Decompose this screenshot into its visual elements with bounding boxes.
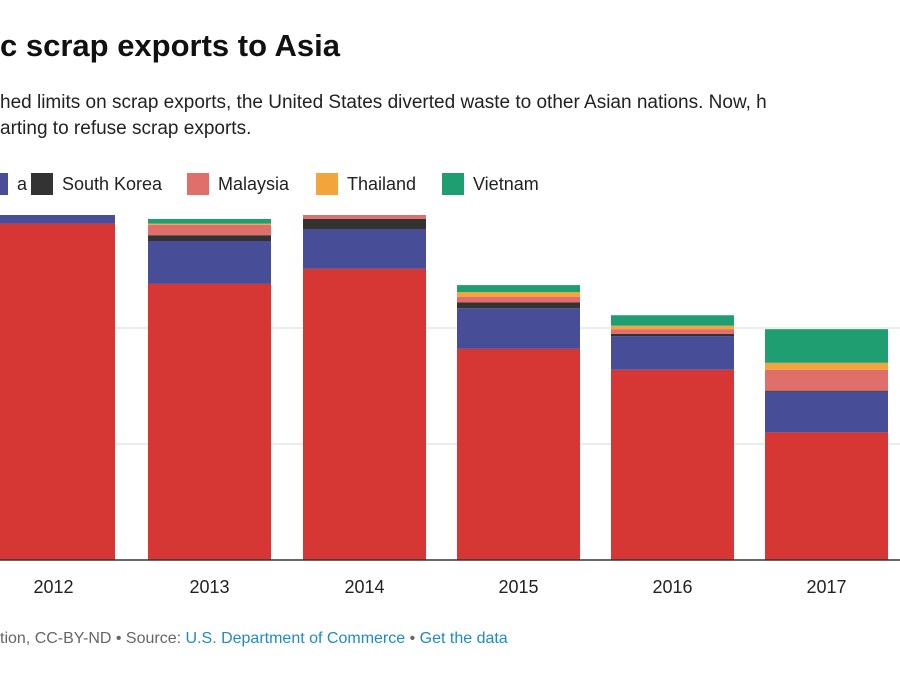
legend-swatch-south-korea	[31, 173, 53, 195]
subtitle-line-2: arting to refuse scrap exports.	[0, 118, 252, 139]
legend-label-malaysia: Malaysia	[218, 173, 290, 194]
chart-footer: tion, CC-BY-ND • Source: U.S. Department…	[0, 630, 508, 648]
footer-separator: •	[405, 630, 420, 647]
legend-item-south-korea: South Korea	[31, 173, 162, 195]
stacked-bar-chart: 2012 2013 2014 2015 2016 2017	[0, 215, 900, 597]
bar-segment-2014-2	[303, 229, 426, 269]
bar-segment-2015-3	[457, 302, 580, 309]
bar-segment-2013-2	[148, 241, 271, 284]
bar-segment-2017-1	[765, 432, 888, 560]
bar-segment-2015-5	[457, 292, 580, 297]
bar-segment-2016-3	[611, 333, 734, 337]
bar-segment-2012-2	[0, 215, 115, 224]
bar-segment-2015-4	[457, 296, 580, 303]
legend-item-thailand: Thailand	[316, 173, 416, 195]
x-tick-label-2015: 2015	[498, 577, 538, 597]
bar-segment-2016-5	[611, 325, 734, 330]
bar-segment-2013-3	[148, 235, 271, 241]
bar-segment-2015-2	[457, 308, 580, 349]
legend-swatch-malaysia	[187, 173, 209, 195]
legend-item-partial: a	[0, 173, 27, 195]
x-tick-label-2013: 2013	[189, 577, 229, 597]
x-tick-label-2014: 2014	[344, 577, 384, 597]
chart-title: c scrap exports to Asia	[0, 28, 340, 63]
x-tick-label-2017: 2017	[806, 577, 846, 597]
bar-segment-2016-1	[611, 369, 734, 560]
subtitle-line-1: hed limits on scrap exports, the United …	[0, 92, 767, 113]
bar-segment-2013-5	[148, 223, 271, 225]
chart-legend: a South Korea Malaysia Thailand Vietnam	[0, 173, 900, 199]
legend-swatch-thailand	[316, 173, 338, 195]
legend-swatch-partial	[0, 173, 8, 195]
footer-credit: tion, CC-BY-ND • Source:	[0, 630, 186, 647]
legend-swatch-vietnam	[442, 173, 464, 195]
bar-segment-2016-6	[611, 315, 734, 326]
chart-subtitle: hed limits on scrap exports, the United …	[0, 90, 900, 142]
bar-segment-2017-2	[765, 391, 888, 433]
bar-segment-2017-6	[765, 329, 888, 363]
x-tick-label-2012: 2012	[33, 577, 73, 597]
bar-segment-2014-1	[303, 268, 426, 560]
legend-label-south-korea: South Korea	[62, 173, 163, 194]
bar-segment-2017-4	[765, 369, 888, 391]
bar-segment-2017-5	[765, 362, 888, 370]
bar-segment-2013-1	[148, 283, 271, 560]
bar-segment-2013-6	[148, 218, 271, 224]
bar-segment-2013-4	[148, 224, 271, 236]
source-link[interactable]: U.S. Department of Commerce	[185, 630, 406, 647]
legend-label-partial: a	[17, 173, 28, 194]
legend-item-malaysia: Malaysia	[187, 173, 289, 195]
legend-label-vietnam: Vietnam	[473, 173, 539, 194]
bar-segment-2017-3	[765, 390, 888, 392]
bar-segment-2016-4	[611, 329, 734, 334]
bar-segment-2015-6	[457, 285, 580, 293]
x-tick-label-2016: 2016	[652, 577, 692, 597]
bar-segment-2014-4	[303, 215, 426, 219]
bar-segment-2016-2	[611, 336, 734, 370]
legend-item-vietnam: Vietnam	[442, 173, 539, 195]
get-data-link[interactable]: Get the data	[419, 630, 508, 647]
bar-segment-2012-1	[0, 223, 115, 560]
bar-segment-2015-1	[457, 348, 580, 560]
bar-segment-2014-3	[303, 218, 426, 230]
legend-label-thailand: Thailand	[347, 173, 417, 194]
